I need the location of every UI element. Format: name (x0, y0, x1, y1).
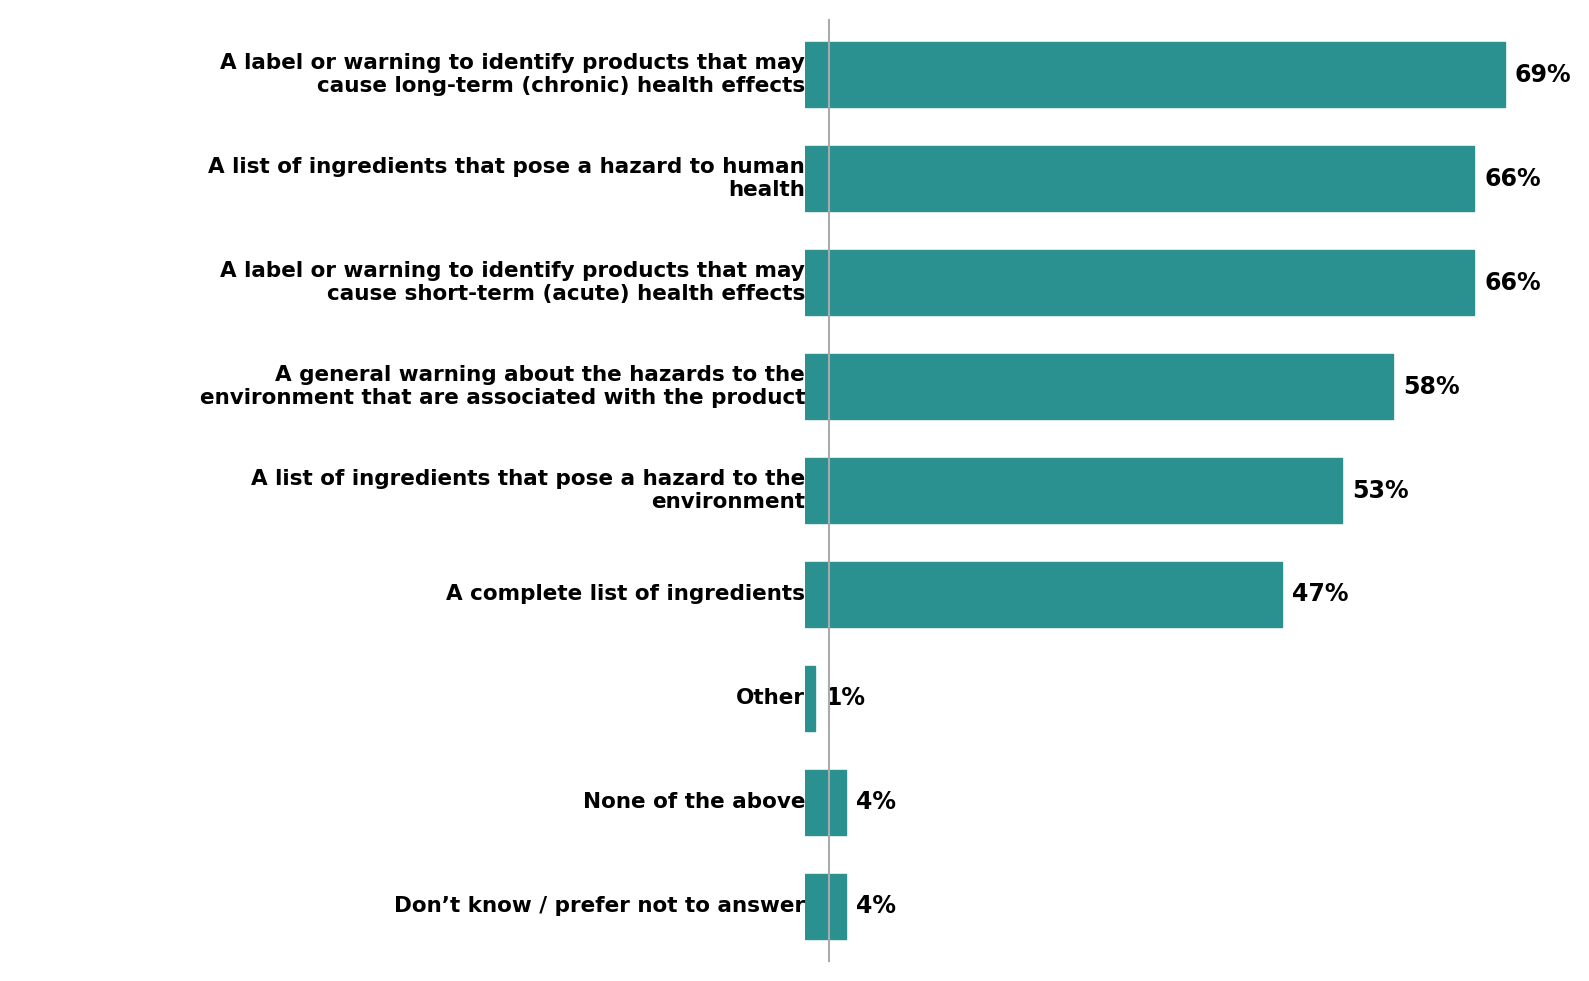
Text: 66%: 66% (1484, 167, 1541, 190)
Bar (806, 146, 1475, 211)
Text: 69%: 69% (1514, 63, 1572, 86)
Text: 4%: 4% (856, 791, 896, 814)
Text: 1%: 1% (826, 687, 866, 710)
Bar (806, 770, 845, 835)
Text: A list of ingredients that pose a hazard to human
health: A list of ingredients that pose a hazard… (208, 157, 806, 200)
Bar (806, 42, 1505, 107)
Bar (806, 562, 1282, 627)
Bar (806, 354, 1394, 419)
Bar (806, 250, 1475, 315)
Text: Don’t know / prefer not to answer: Don’t know / prefer not to answer (394, 897, 806, 916)
Text: A list of ingredients that pose a hazard to the
environment: A list of ingredients that pose a hazard… (251, 469, 806, 512)
Text: 66%: 66% (1484, 271, 1541, 294)
Text: A complete list of ingredients: A complete list of ingredients (447, 585, 806, 604)
Bar (806, 666, 815, 731)
Text: 53%: 53% (1352, 479, 1409, 502)
Bar (806, 458, 1343, 523)
Text: 47%: 47% (1292, 583, 1349, 606)
Text: 4%: 4% (856, 895, 896, 918)
Text: A label or warning to identify products that may
cause short-term (acute) health: A label or warning to identify products … (221, 261, 806, 304)
Text: Other: Other (736, 689, 806, 708)
Text: A label or warning to identify products that may
cause long-term (chronic) healt: A label or warning to identify products … (221, 53, 806, 96)
Text: None of the above: None of the above (583, 793, 806, 812)
Bar (806, 874, 845, 939)
Text: 58%: 58% (1403, 375, 1460, 398)
Text: A general warning about the hazards to the
environment that are associated with : A general warning about the hazards to t… (200, 365, 806, 408)
